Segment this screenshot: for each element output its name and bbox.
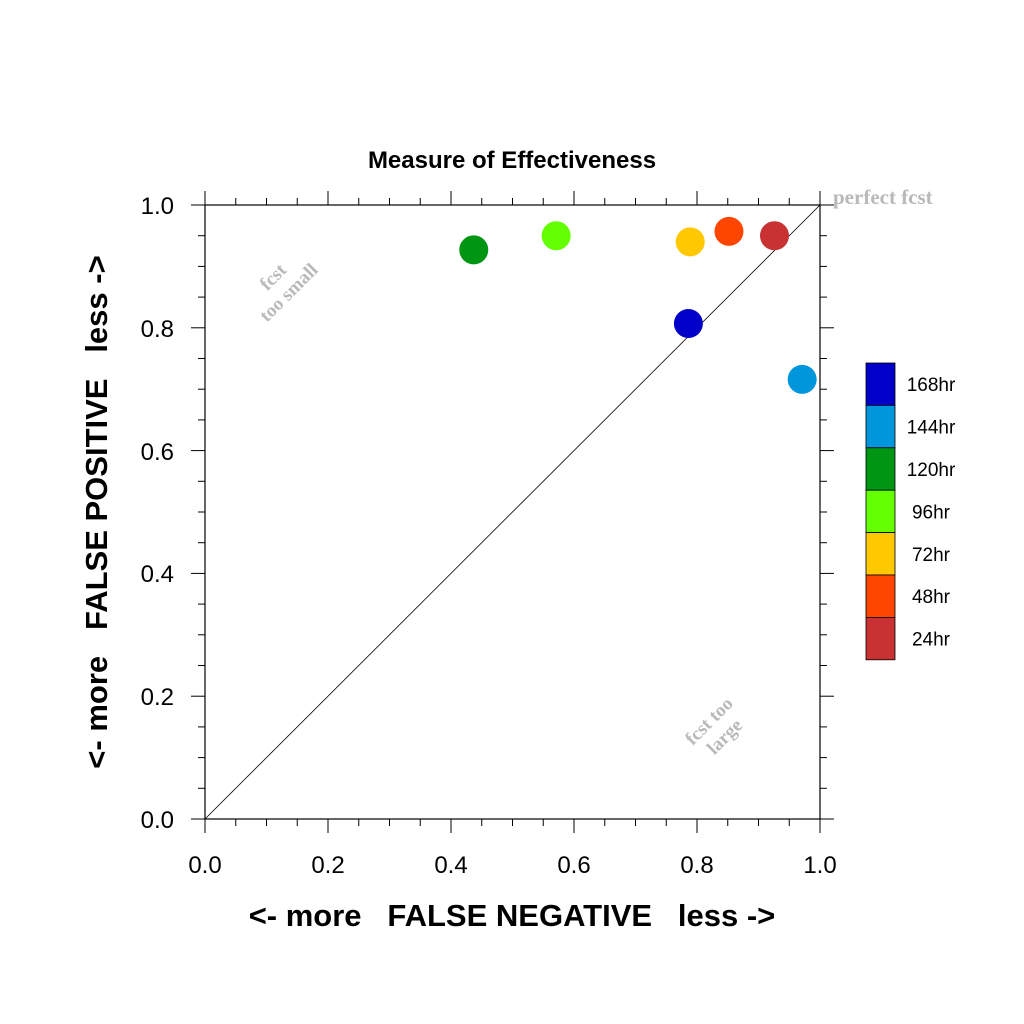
y-tick-label: 0.0 (141, 807, 174, 834)
legend-label-24hr: 24hr (912, 630, 951, 651)
legend-swatch-72hr (865, 532, 896, 576)
y-tick-label: 0.6 (141, 439, 174, 466)
x-tick-label: 0.0 (188, 852, 221, 879)
legend-label-168hr: 168hr (907, 375, 956, 396)
data-points (459, 216, 817, 394)
legend-swatch-120hr (865, 447, 896, 491)
legend-swatch-144hr (865, 404, 896, 449)
legend-swatch-96hr (865, 489, 896, 534)
annotation-perfect-fcst: perfect fcst (833, 185, 933, 209)
legend-label-120hr: 120hr (907, 460, 956, 481)
x-tick-label: 0.2 (311, 852, 344, 879)
legend-swatch-168hr (865, 362, 896, 406)
diagonal-reference-line (204, 204, 821, 820)
x-tick-label: 0.8 (680, 852, 713, 879)
legend-swatch-24hr (865, 617, 896, 661)
x-axis-label: <- more FALSE NEGATIVE less -> (249, 898, 776, 933)
legend-swatch-48hr (865, 574, 896, 618)
y-tick-label: 0.4 (141, 561, 174, 588)
data-point-96hr (541, 221, 571, 251)
y-tick-labels: 0.0 0.2 0.4 0.6 0.8 1.0 (141, 193, 174, 834)
data-point-144hr (787, 364, 817, 394)
x-tick-labels: 0.0 0.2 0.4 0.6 0.8 1.0 (188, 852, 836, 879)
data-point-48hr (714, 216, 744, 246)
annotation-too-large: fcst too large (681, 693, 747, 759)
data-point-24hr (759, 221, 789, 251)
annotation-too-small: fcst too small (256, 259, 323, 326)
legend-label-48hr: 48hr (912, 587, 951, 608)
legend-label-96hr: 96hr (912, 502, 951, 523)
data-point-168hr (673, 309, 703, 339)
tick-marks (191, 191, 834, 833)
y-axis-label: <- more FALSE POSITIVE less -> (79, 255, 114, 768)
legend-label-72hr: 72hr (912, 545, 951, 566)
x-tick-label: 0.6 (557, 852, 590, 879)
x-tick-label: 0.4 (434, 852, 467, 879)
data-point-72hr (675, 227, 705, 257)
y-tick-label: 0.8 (141, 316, 174, 343)
legend: 168hr 144hr 120hr 96hr 72hr 48hr 24hr (865, 362, 956, 661)
y-tick-label: 1.0 (141, 193, 174, 220)
y-tick-label: 0.2 (141, 684, 174, 711)
legend-label-144hr: 144hr (907, 418, 956, 439)
data-point-120hr (459, 235, 489, 265)
x-tick-label: 1.0 (803, 852, 836, 879)
chart-title: Measure of Effectiveness (368, 147, 656, 174)
